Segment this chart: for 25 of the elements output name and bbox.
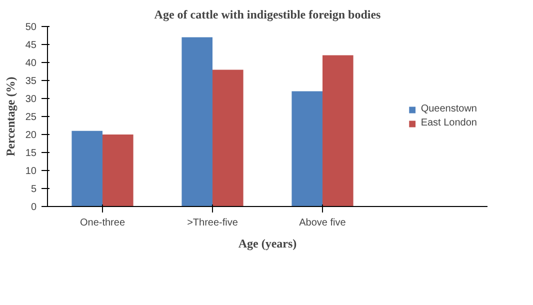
x-tick-label: Above five [299, 218, 346, 228]
bar [292, 91, 322, 206]
bar [182, 37, 212, 206]
legend-label: East London [420, 118, 477, 128]
chart-title: Age of cattle with indigestible foreign bodies [154, 8, 382, 22]
y-tick-label: 20 [25, 130, 37, 141]
y-tick-label: 5 [30, 184, 37, 195]
x-axis-title: Age (years) [238, 236, 297, 250]
bar [212, 70, 244, 206]
bar [72, 130, 102, 206]
x-tick-label: One-three [80, 218, 126, 228]
y-tick-label: 0 [30, 202, 37, 213]
bar [102, 134, 134, 206]
y-tick-label: 50 [25, 22, 37, 33]
y-tick-label: 15 [25, 148, 37, 159]
y-axis-title: Percentage (%) [3, 76, 18, 156]
y-tick-label: 40 [25, 58, 37, 69]
x-tick-label: >Three-five [187, 218, 238, 228]
y-tick-label: 45 [25, 40, 37, 51]
y-tick-label: 10 [25, 166, 37, 177]
bar [322, 55, 354, 206]
legend-label: Queenstown [420, 104, 477, 114]
y-tick-label: 35 [25, 76, 37, 87]
y-tick-label: 30 [25, 94, 37, 105]
y-tick-label: 25 [25, 112, 37, 123]
